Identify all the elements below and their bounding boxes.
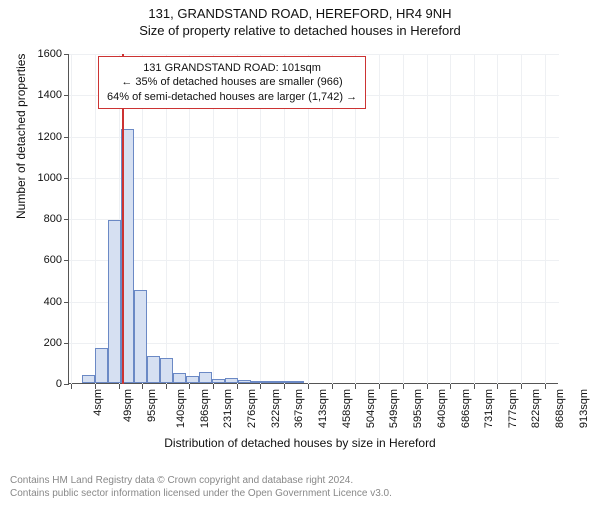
- xtick-mark: [237, 384, 238, 389]
- gridline-vertical: [379, 54, 380, 384]
- ytick-label: 200: [22, 337, 62, 349]
- xtick-mark: [142, 384, 143, 389]
- gridline-vertical: [403, 54, 404, 384]
- histogram-bar: [264, 381, 277, 383]
- xtick-mark: [427, 384, 428, 389]
- xtick-label: 549sqm: [388, 389, 400, 428]
- xtick-mark: [71, 384, 72, 389]
- x-axis-label: Distribution of detached houses by size …: [0, 436, 600, 450]
- xtick-label: 731sqm: [483, 389, 495, 428]
- xtick-label: 140sqm: [175, 389, 187, 428]
- xtick-label: 504sqm: [365, 389, 377, 428]
- xtick-label: 595sqm: [412, 389, 424, 428]
- histogram-bar: [186, 376, 199, 383]
- xtick-label: 49sqm: [122, 389, 134, 422]
- gridline-vertical: [427, 54, 428, 384]
- histogram-bar: [212, 379, 225, 383]
- xtick-label: 4sqm: [92, 389, 104, 416]
- ytick-mark: [64, 137, 69, 138]
- histogram-bar: [108, 220, 121, 383]
- gridline-vertical: [71, 54, 72, 384]
- gridline-vertical: [497, 54, 498, 384]
- property-info-box: 131 GRANDSTAND ROAD: 101sqm ← 35% of det…: [98, 56, 366, 109]
- footer-line2: Contains public sector information licen…: [10, 487, 392, 500]
- xtick-mark: [497, 384, 498, 389]
- xtick-label: 777sqm: [507, 389, 519, 428]
- xtick-mark: [379, 384, 380, 389]
- ytick-mark: [64, 260, 69, 261]
- ytick-label: 600: [22, 254, 62, 266]
- copyright-footer: Contains HM Land Registry data © Crown c…: [10, 474, 392, 500]
- ytick-mark: [64, 343, 69, 344]
- xtick-label: 458sqm: [341, 389, 353, 428]
- xtick-mark: [189, 384, 190, 389]
- xtick-mark: [166, 384, 167, 389]
- histogram-bar: [225, 378, 238, 383]
- ytick-label: 0: [22, 378, 62, 390]
- gridline-vertical: [474, 54, 475, 384]
- ytick-mark: [64, 302, 69, 303]
- info-line-smaller: ← 35% of detached houses are smaller (96…: [107, 75, 357, 89]
- xtick-mark: [450, 384, 451, 389]
- xtick-label: 868sqm: [555, 389, 567, 428]
- xtick-mark: [521, 384, 522, 389]
- info-line-larger: 64% of semi-detached houses are larger (…: [107, 90, 357, 104]
- xtick-label: 686sqm: [460, 389, 472, 428]
- xtick-mark: [213, 384, 214, 389]
- histogram-bar: [134, 290, 147, 383]
- ytick-label: 1200: [22, 131, 62, 143]
- xtick-mark: [260, 384, 261, 389]
- histogram-bar: [291, 381, 304, 383]
- histogram-chart: 4sqm49sqm95sqm140sqm186sqm231sqm276sqm32…: [68, 54, 558, 384]
- histogram-bar: [173, 373, 186, 383]
- xtick-mark: [474, 384, 475, 389]
- ytick-mark: [64, 178, 69, 179]
- xtick-label: 322sqm: [270, 389, 282, 428]
- footer-line1: Contains HM Land Registry data © Crown c…: [10, 474, 392, 487]
- histogram-bar: [82, 375, 95, 383]
- ytick-label: 400: [22, 296, 62, 308]
- xtick-mark: [284, 384, 285, 389]
- histogram-bar: [251, 381, 264, 383]
- xtick-mark: [545, 384, 546, 389]
- ytick-mark: [64, 54, 69, 55]
- histogram-bar: [278, 381, 291, 383]
- ytick-label: 1000: [22, 172, 62, 184]
- histogram-bar: [238, 380, 251, 383]
- xtick-label: 413sqm: [317, 389, 329, 428]
- xtick-label: 913sqm: [578, 389, 590, 428]
- page-title-line1: 131, GRANDSTAND ROAD, HEREFORD, HR4 9NH: [0, 6, 600, 21]
- histogram-bar: [199, 372, 212, 383]
- xtick-mark: [308, 384, 309, 389]
- ytick-mark: [64, 219, 69, 220]
- page-title-line2: Size of property relative to detached ho…: [0, 23, 600, 38]
- xtick-label: 640sqm: [436, 389, 448, 428]
- gridline-vertical: [95, 54, 96, 384]
- info-line-size: 131 GRANDSTAND ROAD: 101sqm: [107, 61, 357, 75]
- ytick-label: 1600: [22, 48, 62, 60]
- xtick-mark: [119, 384, 120, 389]
- xtick-label: 95sqm: [146, 389, 158, 422]
- xtick-mark: [332, 384, 333, 389]
- histogram-bar: [95, 348, 108, 383]
- ytick-label: 1400: [22, 89, 62, 101]
- gridline-vertical: [545, 54, 546, 384]
- xtick-mark: [355, 384, 356, 389]
- histogram-bar: [147, 356, 160, 383]
- ytick-mark: [64, 384, 69, 385]
- ytick-label: 800: [22, 213, 62, 225]
- xtick-label: 822sqm: [531, 389, 543, 428]
- xtick-label: 367sqm: [293, 389, 305, 428]
- histogram-bar: [160, 358, 173, 383]
- y-axis-label: Number of detached properties: [14, 54, 28, 219]
- xtick-mark: [403, 384, 404, 389]
- xtick-label: 276sqm: [246, 389, 258, 428]
- xtick-label: 186sqm: [199, 389, 211, 428]
- gridline-vertical: [450, 54, 451, 384]
- xtick-label: 231sqm: [223, 389, 235, 428]
- xtick-mark: [95, 384, 96, 389]
- ytick-mark: [64, 95, 69, 96]
- gridline-vertical: [521, 54, 522, 384]
